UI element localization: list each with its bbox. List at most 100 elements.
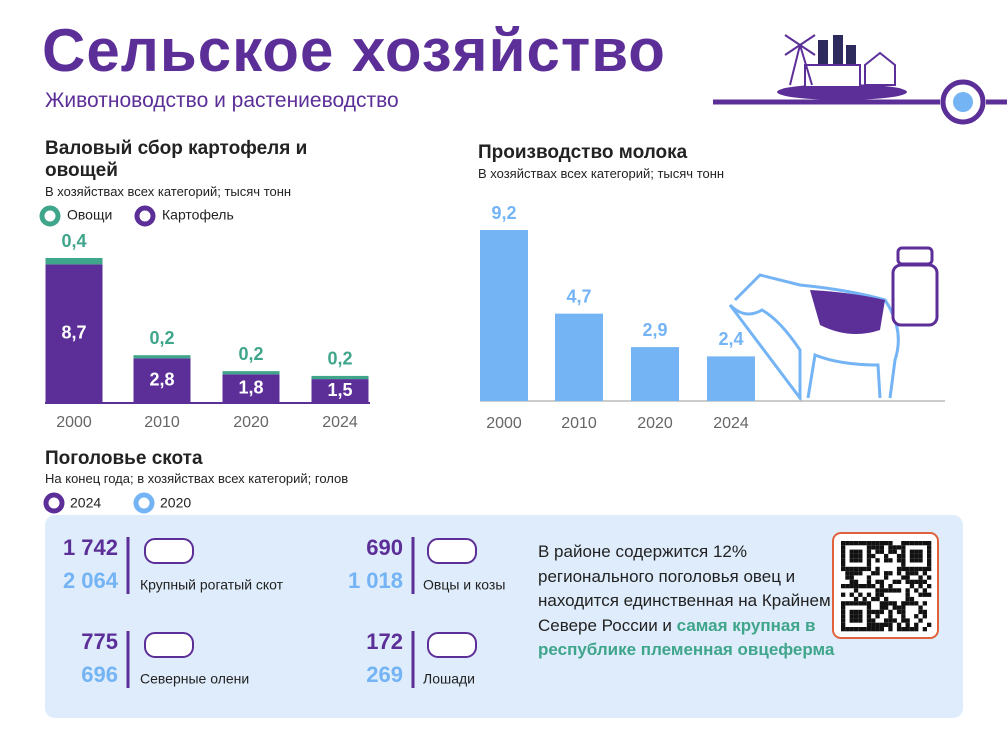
bar-segment bbox=[311, 375, 369, 380]
qr-cell bbox=[866, 549, 872, 554]
qr-cell bbox=[901, 627, 906, 632]
qr-cell bbox=[892, 545, 897, 550]
qr-cell bbox=[853, 584, 859, 589]
qr-cell bbox=[841, 584, 846, 589]
qr-cell bbox=[849, 592, 854, 597]
qr-cell bbox=[884, 571, 889, 576]
qr-cell bbox=[853, 618, 859, 623]
qr-cell bbox=[901, 605, 906, 610]
bar bbox=[555, 313, 603, 401]
value-label: 1,8 bbox=[238, 377, 263, 397]
livestock-value: 269 bbox=[366, 662, 403, 687]
qr-cell bbox=[888, 622, 893, 627]
qr-cell bbox=[871, 541, 876, 546]
chart-subtitle: В хозяйствах всех категорий; тысяч тонн bbox=[45, 184, 292, 199]
qr-cell bbox=[841, 601, 846, 606]
qr-cell bbox=[879, 588, 884, 593]
qr-cell bbox=[849, 575, 854, 580]
chart-title: Производство молока bbox=[478, 142, 688, 163]
qr-cell bbox=[888, 588, 893, 593]
qr-cell bbox=[884, 601, 889, 606]
bar bbox=[480, 230, 528, 401]
header-dot bbox=[953, 92, 973, 112]
qr-cell bbox=[918, 579, 923, 584]
qr-cell bbox=[896, 545, 902, 550]
qr-cell bbox=[849, 549, 854, 554]
qr-cell bbox=[853, 627, 859, 632]
qr-cell bbox=[858, 566, 863, 572]
qr-cell bbox=[922, 571, 927, 576]
qr-cell bbox=[845, 575, 850, 580]
x-tick-label: 2024 bbox=[713, 415, 749, 432]
qr-cell bbox=[884, 553, 889, 559]
qr-cell bbox=[866, 566, 872, 572]
qr-cell bbox=[853, 601, 859, 606]
qr-cell bbox=[841, 558, 846, 563]
qr-cell bbox=[884, 541, 889, 546]
qr-cell bbox=[879, 601, 884, 606]
x-tick-label: 2010 bbox=[144, 414, 180, 431]
qr-cell bbox=[875, 549, 880, 554]
qr-cell bbox=[927, 553, 932, 559]
qr-cell bbox=[841, 609, 846, 615]
qr-cell bbox=[914, 588, 919, 593]
qr-cell bbox=[849, 541, 854, 546]
note-text: В районе содержится 12% регионального по… bbox=[538, 542, 831, 635]
qr-cell bbox=[849, 584, 854, 589]
qr-cell bbox=[927, 592, 932, 597]
qr-cell bbox=[853, 614, 859, 619]
qr-cell bbox=[927, 545, 932, 550]
qr-cell bbox=[918, 558, 923, 563]
qr-cell bbox=[927, 622, 932, 627]
value-label: 0,2 bbox=[238, 344, 263, 364]
qr-cell bbox=[914, 571, 919, 576]
qr-cell bbox=[884, 588, 889, 593]
qr-cell bbox=[879, 622, 884, 627]
qr-cell bbox=[871, 545, 876, 550]
qr-cell bbox=[866, 558, 872, 563]
value-label: 1,5 bbox=[327, 380, 352, 400]
qr-cell bbox=[901, 614, 906, 619]
livestock-value: 1 742 bbox=[63, 535, 118, 560]
qr-cell bbox=[909, 601, 915, 606]
qr-cell bbox=[918, 566, 923, 572]
qr-cell bbox=[866, 592, 872, 597]
qr-cell bbox=[866, 614, 872, 619]
qr-cell bbox=[858, 584, 863, 589]
qr-cell bbox=[888, 584, 893, 589]
qr-cell bbox=[884, 575, 889, 580]
qr-cell bbox=[905, 566, 910, 572]
qr-cell bbox=[866, 605, 872, 610]
qr-cell bbox=[909, 596, 915, 602]
qr-cell bbox=[845, 566, 850, 572]
qr-cell bbox=[914, 622, 919, 627]
title: Сельское хозяйство bbox=[42, 17, 666, 84]
qr-cell bbox=[927, 549, 932, 554]
qr-cell bbox=[875, 571, 880, 576]
section-subtitle: На конец года; в хозяйствах всех категор… bbox=[45, 471, 349, 486]
qr-cell bbox=[892, 579, 897, 584]
note-highlight: самая крупная в республике племенная овц… bbox=[538, 615, 835, 660]
note: В районе содержится 12% регионального по… bbox=[538, 540, 838, 663]
qr-cell bbox=[871, 584, 876, 589]
legend-marker bbox=[134, 205, 156, 227]
qr-cell bbox=[853, 596, 859, 602]
qr-cell bbox=[914, 614, 919, 619]
x-tick-label: 2000 bbox=[56, 414, 92, 431]
qr-cell bbox=[871, 553, 876, 559]
animal-icon bbox=[144, 632, 194, 658]
qr-cell bbox=[866, 609, 872, 615]
livestock-label: Лошади bbox=[423, 671, 475, 687]
qr-cell bbox=[841, 545, 846, 550]
qr-cell bbox=[884, 618, 889, 623]
qr-cell bbox=[841, 562, 846, 567]
qr-cell bbox=[858, 571, 863, 576]
qr-cell bbox=[875, 566, 880, 572]
legend-marker bbox=[133, 492, 155, 514]
qr-cell bbox=[849, 601, 854, 606]
qr-cell bbox=[927, 562, 932, 567]
qr-code bbox=[832, 532, 939, 639]
qr-cell bbox=[845, 584, 850, 589]
qr-cell bbox=[909, 579, 915, 584]
